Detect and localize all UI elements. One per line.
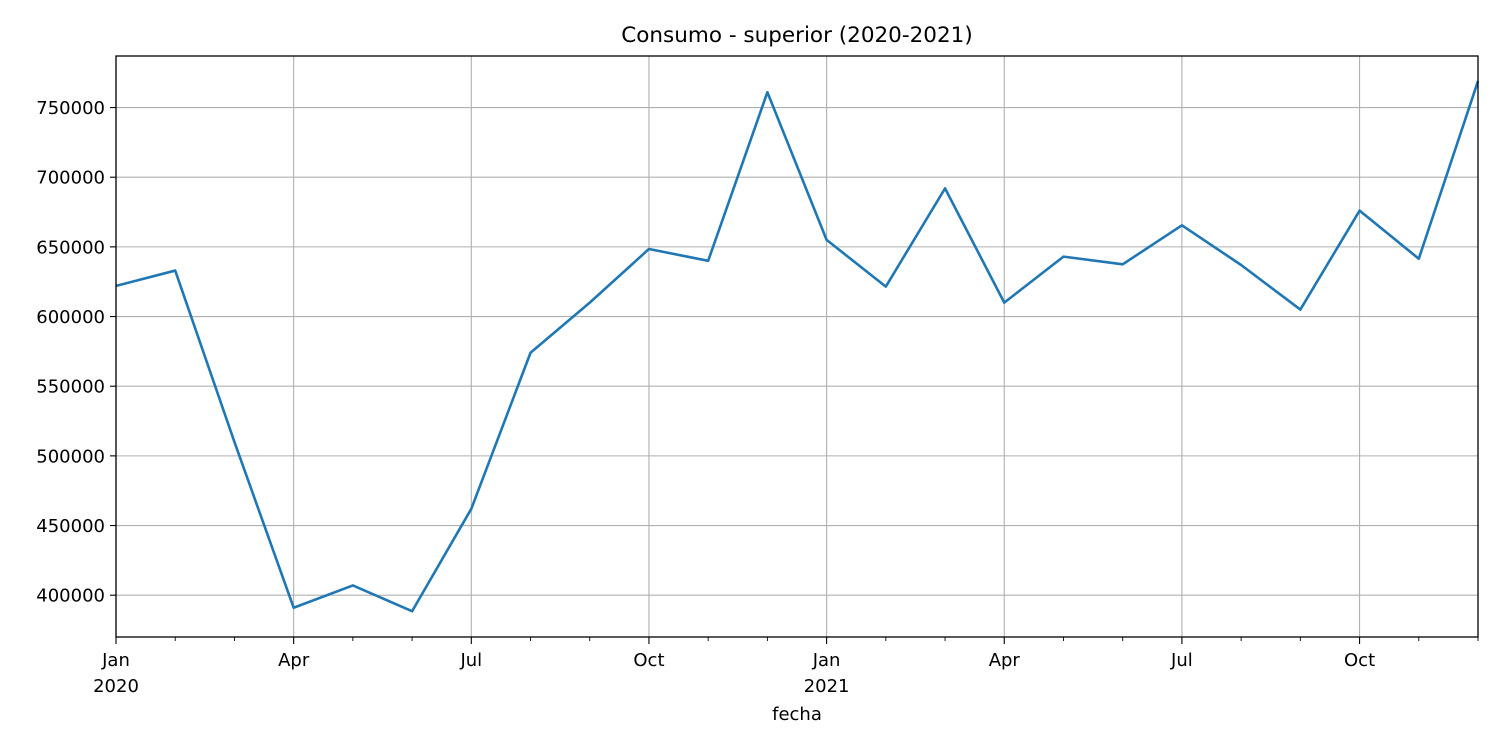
x-tick-label: Jan (101, 650, 130, 671)
x-tick-year-label: 2021 (804, 676, 850, 697)
y-tick-label: 650000 (36, 237, 105, 258)
x-axis-label: fecha (772, 704, 822, 725)
y-tick-label: 500000 (36, 446, 105, 467)
x-tick-label: Apr (989, 650, 1021, 671)
series-group (115, 80, 1480, 613)
x-tick-label: Apr (278, 650, 310, 671)
x-tick-year-label: 2020 (93, 676, 139, 697)
x-tick-label: Jul (1170, 650, 1193, 671)
plot-frame (115, 55, 1479, 638)
y-tick-label: 750000 (36, 98, 105, 119)
x-axis: Jan 2020 Apr Jul Oct Jan 2021 Apr Jul Oct (93, 637, 1479, 697)
chart-title: Consumo - superior (2020-2021) (621, 23, 972, 48)
x-tick-label: Jan (812, 650, 841, 671)
y-tick-label: 450000 (36, 516, 105, 537)
y-tick-label: 700000 (36, 168, 105, 189)
y-tick-label: 600000 (36, 307, 105, 328)
series-line (115, 80, 1480, 613)
x-tick-label: Oct (1344, 650, 1375, 671)
y-tick-label: 550000 (36, 377, 105, 398)
y-axis: 400000 450000 500000 550000 600000 650000 7000… (36, 98, 116, 607)
x-tick-label: Oct (633, 650, 664, 671)
x-tick-label: Jul (459, 650, 482, 671)
y-tick-label: 400000 (36, 586, 105, 607)
